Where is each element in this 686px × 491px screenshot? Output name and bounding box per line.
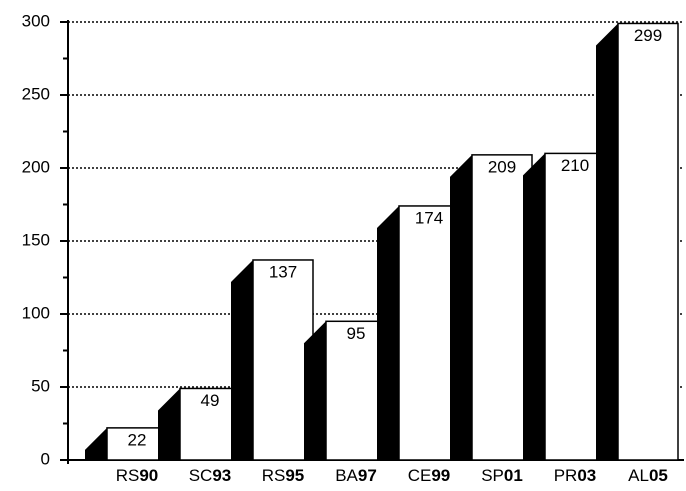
- value-label: 95: [347, 324, 366, 343]
- y-tick-label: 0: [41, 449, 50, 468]
- bar: [252, 259, 314, 461]
- y-tick-label: 250: [22, 84, 50, 103]
- value-label: 209: [488, 157, 516, 176]
- bar-side: [377, 205, 399, 460]
- value-label: 299: [634, 26, 662, 45]
- x-tick-label: RS95: [262, 466, 305, 485]
- x-tick-label: SC93: [189, 466, 232, 485]
- x-tick-label: RS90: [116, 466, 159, 485]
- y-tick-label: 200: [22, 157, 50, 176]
- value-label: 210: [561, 156, 589, 175]
- bar-side: [596, 23, 618, 461]
- bar: [617, 22, 679, 461]
- value-label: 49: [201, 391, 220, 410]
- y-tick-label: 150: [22, 230, 50, 249]
- x-tick-label: PR03: [554, 466, 597, 485]
- x-tick-label: CE99: [408, 466, 451, 485]
- bar-side: [158, 388, 180, 460]
- bar-side: [304, 321, 326, 460]
- bar-side: [450, 154, 472, 461]
- bar: [106, 427, 168, 461]
- y-tick-label: 300: [22, 11, 50, 30]
- x-tick-label: SP01: [481, 466, 523, 485]
- x-tick-label: AL05: [628, 466, 668, 485]
- bar: [179, 387, 241, 461]
- x-tick-label: BA97: [335, 466, 377, 485]
- value-label: 174: [415, 208, 443, 227]
- bar-side: [523, 153, 545, 460]
- bar: [544, 152, 606, 461]
- bar: [398, 205, 460, 461]
- value-label: 22: [128, 430, 147, 449]
- bar: [471, 154, 533, 461]
- y-tick-label: 100: [22, 303, 50, 322]
- value-label: 137: [269, 262, 297, 281]
- bar: [325, 320, 387, 461]
- bar-side: [231, 259, 253, 460]
- bar-side: [85, 427, 107, 460]
- y-tick-label: 50: [31, 376, 50, 395]
